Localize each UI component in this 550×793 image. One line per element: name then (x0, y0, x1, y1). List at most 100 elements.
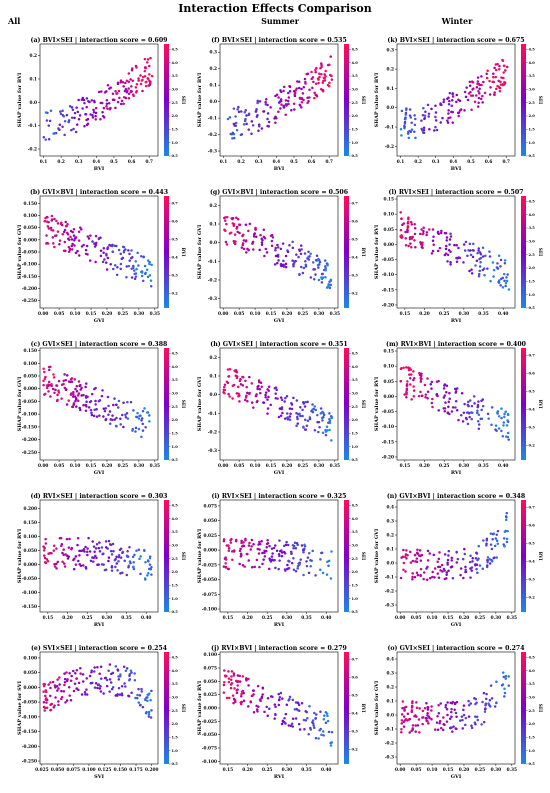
colorbar-label: SEI (180, 400, 185, 408)
data-point (138, 557, 141, 561)
data-point (431, 397, 434, 401)
data-point (92, 560, 95, 563)
data-point (450, 559, 454, 562)
x-tick-label: 0.35 (301, 616, 311, 621)
y-tick-label: -0.2 (208, 279, 217, 284)
y-tick-label: -0.2 (385, 145, 394, 150)
data-point (476, 403, 480, 407)
data-point (502, 64, 506, 67)
data-point (443, 553, 447, 556)
data-point (499, 258, 503, 262)
data-point (305, 560, 308, 563)
data-point (432, 553, 436, 557)
data-point (248, 375, 251, 379)
data-point (130, 85, 133, 88)
x-tick-label: 0.40 (321, 768, 331, 773)
data-point (272, 546, 276, 550)
data-point (127, 87, 130, 90)
data-point (294, 91, 297, 95)
data-point (93, 100, 96, 104)
x-tick-label: 0.7 (145, 160, 152, 165)
data-point (467, 411, 471, 415)
data-point (110, 553, 114, 556)
data-point (50, 228, 53, 232)
data-point (419, 567, 423, 571)
data-point (450, 410, 454, 413)
data-point (123, 682, 126, 685)
data-point (413, 714, 417, 717)
data-point (488, 698, 492, 702)
data-point (486, 412, 490, 416)
data-point (247, 128, 250, 131)
data-point (114, 424, 118, 428)
plot-frame (39, 43, 159, 157)
data-point (446, 260, 449, 263)
data-point (121, 413, 124, 417)
data-point (324, 430, 328, 433)
colorbar-tick-label: 4.5 (352, 48, 359, 52)
data-point (471, 94, 475, 97)
data-point (128, 674, 131, 677)
data-point (278, 698, 281, 701)
data-point (86, 235, 90, 238)
data-point (448, 726, 452, 730)
data-point (284, 99, 288, 102)
data-point (74, 671, 77, 675)
data-point (77, 118, 81, 121)
data-point (102, 116, 106, 119)
data-point (469, 94, 473, 97)
data-point (143, 75, 147, 78)
data-point (506, 419, 509, 422)
data-point (404, 116, 407, 119)
panel-title-j: (j) RVI×BVI | interaction score = 0.279 (211, 645, 347, 652)
data-point (76, 543, 79, 547)
data-point (406, 712, 410, 715)
data-point (445, 390, 448, 394)
data-point (442, 100, 445, 104)
data-point (43, 709, 46, 712)
data-point (51, 680, 55, 684)
x-tick-label: 0.15 (266, 312, 276, 317)
colorbar (344, 652, 349, 764)
data-point (114, 665, 118, 668)
data-point (279, 414, 283, 418)
data-point (314, 574, 317, 577)
colorbar-tick-label: 0.3 (352, 274, 359, 278)
data-point (278, 539, 281, 542)
data-point (47, 220, 50, 224)
data-point (442, 387, 446, 390)
data-point (85, 688, 88, 691)
data-point (72, 234, 76, 237)
data-point (271, 695, 274, 699)
data-point (449, 232, 452, 235)
y-tick-label: 0.2 (210, 67, 217, 72)
colorbar-tick-label: 4.0 (529, 669, 536, 673)
data-point (235, 689, 238, 692)
data-point (139, 74, 142, 77)
data-point (470, 268, 473, 271)
data-point (422, 577, 425, 581)
data-point (77, 392, 81, 395)
data-point (478, 87, 481, 90)
data-point (468, 249, 472, 252)
data-point (99, 254, 103, 258)
data-point (47, 390, 50, 393)
data-point (436, 715, 439, 718)
data-point (119, 267, 122, 271)
data-point (400, 217, 403, 220)
data-point (320, 65, 323, 69)
x-tick-label: 0.00 (218, 312, 228, 317)
data-point (253, 232, 257, 235)
data-point (84, 395, 88, 398)
data-point (434, 119, 438, 122)
data-point (410, 220, 413, 224)
data-point (99, 677, 103, 680)
colorbar-tick-label: 1.0 (529, 749, 536, 753)
data-point (233, 136, 236, 140)
plot-frame (396, 43, 516, 157)
data-point (131, 255, 134, 259)
data-point (116, 669, 120, 672)
data-point (278, 696, 282, 699)
x-axis-label: SVI (94, 774, 104, 780)
data-point (434, 125, 437, 129)
